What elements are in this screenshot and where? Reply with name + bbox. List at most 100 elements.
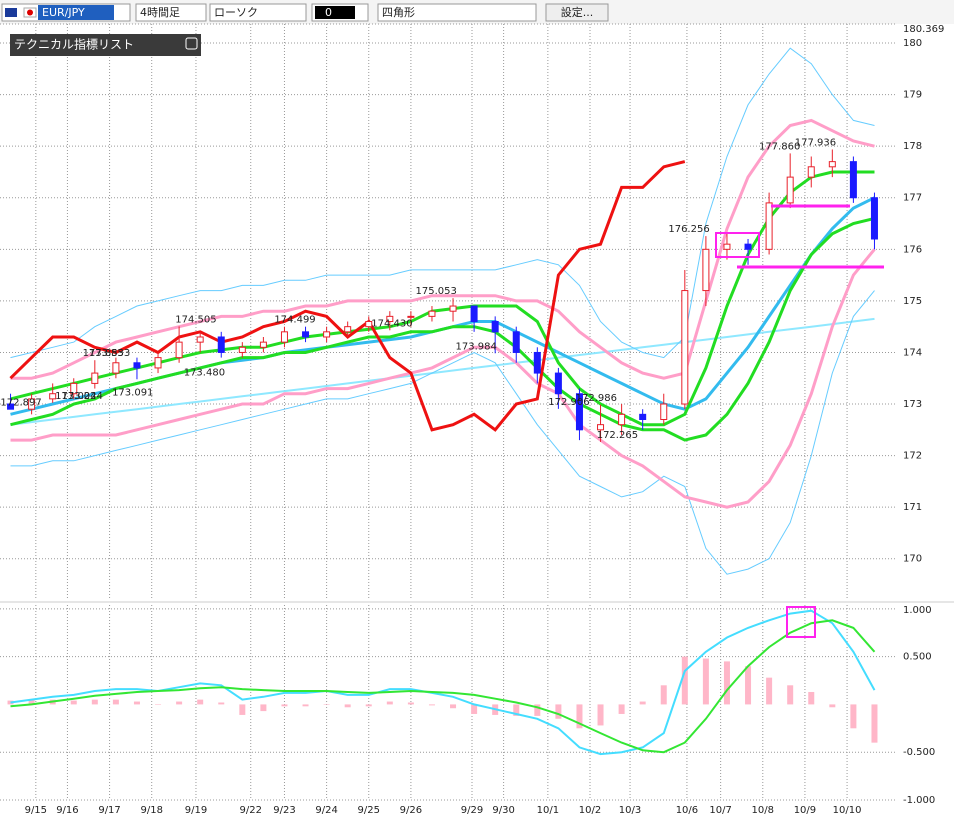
- indicator-line: [10, 290, 875, 575]
- candle-body: [154, 357, 162, 369]
- histogram-bar: [239, 704, 246, 715]
- candle-body: [175, 341, 183, 359]
- candle-body: [70, 382, 78, 395]
- symbol-highlight: [38, 5, 114, 20]
- histogram-bar: [386, 701, 393, 705]
- histogram-bar: [597, 704, 604, 726]
- y-tick-label: 0.500: [903, 652, 932, 663]
- flag-jp-dot: [27, 9, 33, 16]
- style-select[interactable]: [209, 3, 307, 22]
- candle-body: [133, 362, 141, 369]
- candle-body: [449, 305, 457, 312]
- symbol: EUR/JPY: [42, 6, 85, 19]
- candle-body: [386, 315, 394, 323]
- indicator-panel[interactable]: テクニカル指標リスト: [10, 34, 201, 56]
- histogram-bar: [70, 700, 77, 705]
- price-label: 173.024: [55, 391, 96, 402]
- histogram-bar: [450, 704, 457, 709]
- histogram-bar: [112, 699, 119, 705]
- indicator-line: [10, 248, 876, 509]
- candle-body: [365, 321, 373, 328]
- x-tick-label: 9/17: [98, 805, 120, 816]
- drawings: [715, 204, 884, 638]
- candle-body: [302, 331, 310, 338]
- price-label: 172.265: [597, 430, 638, 441]
- histogram-bar: [871, 704, 878, 743]
- settings-button[interactable]: [545, 3, 609, 22]
- histogram-bar: [428, 704, 435, 706]
- histogram-bar: [850, 704, 857, 729]
- candle-body: [533, 351, 541, 374]
- indicator-line: [10, 216, 875, 442]
- price-label: 174.499: [274, 315, 315, 326]
- candle-body: [28, 398, 36, 410]
- x-tick-label: 9/15: [25, 805, 47, 816]
- histogram-bar: [787, 685, 794, 705]
- price-label: 172.897: [0, 397, 41, 408]
- histogram-bar: [618, 704, 625, 714]
- price-label: 172.906: [548, 397, 589, 408]
- x-tick-label: 10/8: [752, 805, 774, 816]
- histogram-bar: [218, 702, 225, 705]
- y-tick-label: 173: [903, 399, 922, 410]
- x-tick-label: 10/7: [709, 805, 731, 816]
- candle-body: [681, 290, 689, 405]
- indicator-box[interactable]: [10, 34, 201, 56]
- indicator-line: [9, 160, 686, 432]
- candle-body: [554, 372, 562, 395]
- candle-body: [702, 248, 710, 292]
- histogram-bar: [365, 704, 372, 707]
- timeframe: 4時間足: [140, 6, 180, 19]
- histogram-bar: [323, 704, 330, 705]
- color-swatch: [315, 6, 355, 19]
- x-tick-label: 10/10: [833, 805, 862, 816]
- candle-body: [280, 331, 288, 343]
- y-tick-label: 180: [903, 38, 922, 49]
- histogram-bar: [660, 685, 667, 705]
- y-tick-label: 175: [903, 296, 922, 307]
- y-tick-label: 171: [903, 502, 922, 513]
- histogram-bar: [155, 704, 162, 705]
- price-label: 176.256: [668, 224, 709, 235]
- indicator-line: [10, 118, 875, 380]
- candle-body: [870, 197, 878, 240]
- candle-body: [196, 336, 204, 343]
- x-tick-label: 9/18: [140, 805, 162, 816]
- drawn-rectangle: [786, 606, 816, 638]
- price-label: 172.986: [576, 393, 617, 404]
- indicator-line: [10, 609, 876, 756]
- x-tick-label: 9/16: [56, 805, 78, 816]
- collapse-icon[interactable]: [185, 37, 198, 50]
- tool-select[interactable]: [377, 3, 537, 22]
- candle-body: [849, 161, 857, 199]
- color-label: 0: [325, 6, 332, 19]
- histogram-bar: [302, 704, 309, 707]
- x-tick-label: 9/26: [400, 805, 422, 816]
- y-tick-label: 1.000: [903, 605, 932, 616]
- x-tick-label: 10/9: [794, 805, 816, 816]
- toolbar: EUR/JPY 4時間足 ローソク 0 四角形 設定...: [0, 0, 954, 24]
- candle-body: [618, 413, 626, 426]
- plot-area: 170 171 172 173 174 175 176 177 178 179 180 180.369…: [0, 23, 954, 816]
- histogram-bar: [702, 658, 709, 705]
- histogram-bar: [808, 691, 815, 705]
- histogram-bar: [745, 666, 752, 705]
- x-tick-label: 9/19: [185, 805, 207, 816]
- histogram-bar: [513, 704, 520, 716]
- price-label: 173.024: [61, 391, 102, 402]
- x-tick-label: 9/30: [492, 805, 514, 816]
- candle-body: [639, 413, 647, 421]
- y-tick-label: -0.500: [903, 747, 935, 758]
- x-tick-label: 10/6: [676, 805, 698, 816]
- timeframe-select[interactable]: [135, 3, 207, 22]
- price-label: 175.053: [415, 286, 456, 297]
- x-tick-label: 9/24: [315, 805, 337, 816]
- candle-body: [238, 346, 246, 353]
- y-tick-label: 170: [903, 554, 922, 565]
- x-tick-label: 10/1: [537, 805, 559, 816]
- price-label: 173.480: [184, 367, 225, 378]
- x-tick-label: 10/3: [619, 805, 641, 816]
- price-label: 173.091: [112, 387, 153, 398]
- candle-body: [470, 305, 478, 323]
